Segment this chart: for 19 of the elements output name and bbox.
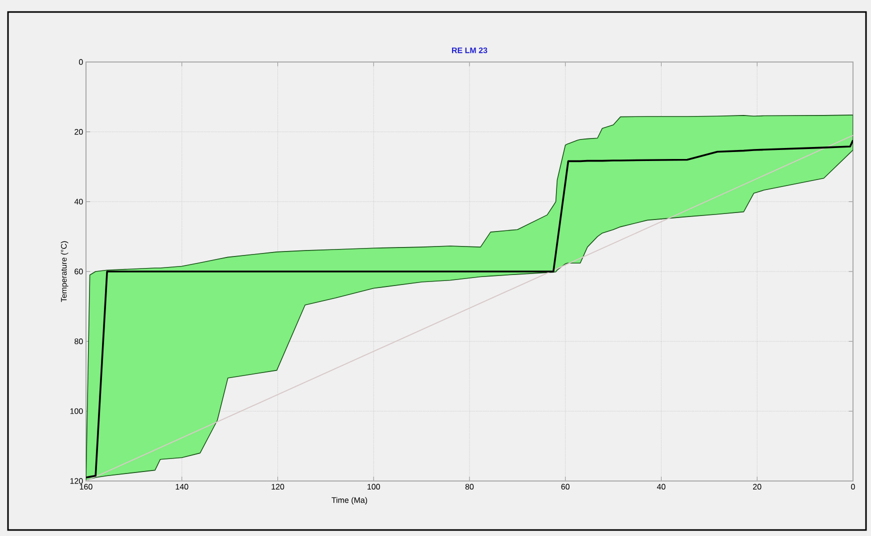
y-tick-label: 20 xyxy=(74,128,83,135)
y-tick-label: 80 xyxy=(74,338,83,344)
x-tick-label: 140 xyxy=(176,484,188,490)
x-tick-label: 100 xyxy=(368,484,380,490)
x-tick-label: 120 xyxy=(272,484,284,490)
x-tick-label: 160 xyxy=(80,484,92,490)
y-tick-label: 40 xyxy=(74,198,83,204)
y-tick-label: 60 xyxy=(74,268,83,274)
x-tick-label: 40 xyxy=(656,484,666,490)
x-tick-label: 60 xyxy=(561,484,570,490)
y-tick-label: 100 xyxy=(70,408,83,414)
x-tick-label: 20 xyxy=(753,484,762,490)
y-tick-label: 0 xyxy=(78,59,83,65)
chart-title: RE LM 23 xyxy=(452,47,488,54)
x-tick-label: 80 xyxy=(465,484,474,490)
x-tick-label: 0 xyxy=(851,484,855,490)
x-axis-title: Time (Ma) xyxy=(332,497,368,505)
y-tick-label: 120 xyxy=(70,478,83,484)
y-axis-title: Temperature (°C) xyxy=(60,241,68,302)
